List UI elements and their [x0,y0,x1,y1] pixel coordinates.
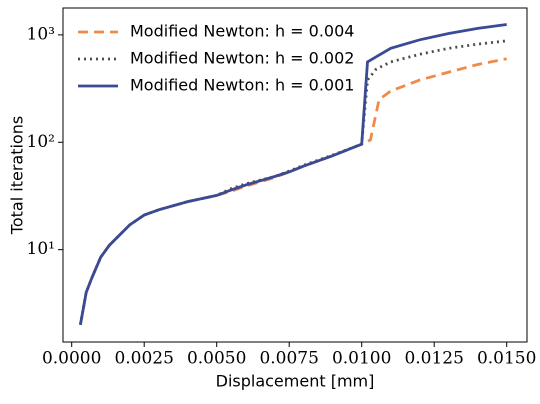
x-tick-label: 0.0025 [114,349,173,369]
y-axis-label: Total iterations [8,116,27,235]
line [79,23,507,325]
legend-label: Modified Newton: h = 0.002 [130,49,354,68]
line [79,57,507,325]
y-tick-label: 10² [27,132,55,152]
x-tick-label: 0.0075 [259,349,318,369]
plot-frame [62,7,528,343]
x-tick-label: 0.0150 [477,349,536,369]
x-axis-label: Displacement [mm] [216,372,375,391]
y-tick-label: 10³ [27,24,55,44]
x-tick-label: 0.0125 [404,349,463,369]
legend-label: Modified Newton: h = 0.001 [130,76,354,95]
x-tick-label: 0.0100 [332,349,391,369]
legend-label: Modified Newton: h = 0.004 [130,22,354,41]
x-tick-label: 0.0000 [42,349,101,369]
y-tick-label: 10¹ [27,239,55,259]
x-tick-label: 0.0050 [187,349,246,369]
